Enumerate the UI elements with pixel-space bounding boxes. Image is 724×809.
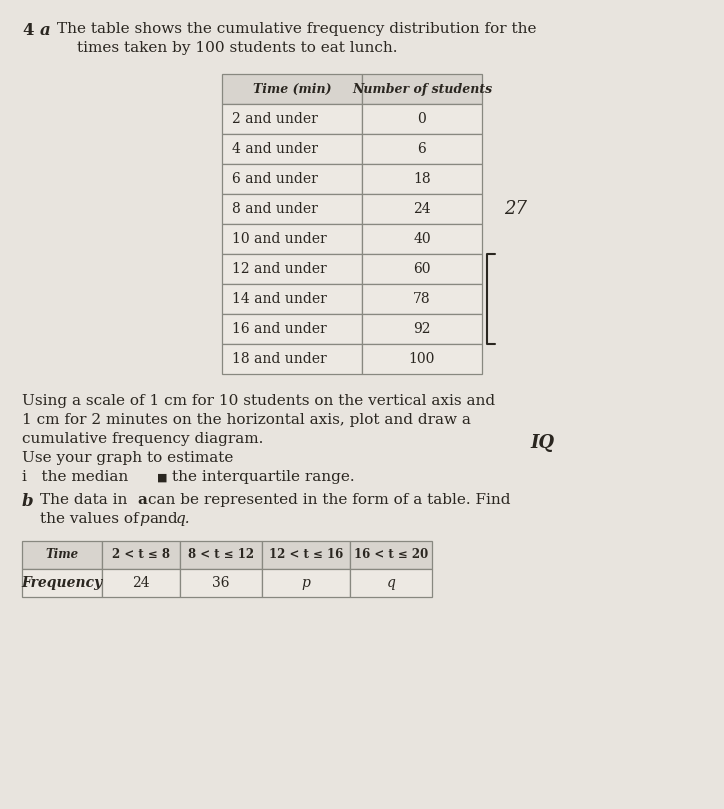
Text: 12 < t ≤ 16: 12 < t ≤ 16: [269, 549, 343, 561]
Bar: [222, 344, 362, 374]
Bar: [22, 541, 102, 569]
Bar: [222, 164, 362, 194]
Bar: [362, 194, 482, 224]
Text: 24: 24: [413, 202, 431, 216]
Bar: [222, 224, 362, 254]
Text: q: q: [387, 576, 395, 590]
Text: a: a: [40, 22, 51, 39]
Text: 36: 36: [212, 576, 230, 590]
Text: 14 and under: 14 and under: [232, 292, 327, 306]
Text: 0: 0: [418, 112, 426, 126]
Bar: [362, 134, 482, 164]
Bar: [350, 541, 432, 569]
Bar: [362, 344, 482, 374]
Text: the interquartile range.: the interquartile range.: [172, 470, 355, 484]
Text: times taken by 100 students to eat lunch.: times taken by 100 students to eat lunch…: [77, 41, 397, 55]
Bar: [362, 224, 482, 254]
Text: IQ: IQ: [530, 434, 554, 452]
Bar: [222, 194, 362, 224]
Text: 27: 27: [504, 200, 527, 218]
Text: a: a: [137, 493, 147, 507]
Text: i   the median: i the median: [22, 470, 128, 484]
Text: 4: 4: [22, 22, 33, 39]
Text: 12 and under: 12 and under: [232, 262, 327, 276]
Text: 6: 6: [418, 142, 426, 156]
Text: p: p: [139, 512, 148, 526]
Text: Time (min): Time (min): [253, 83, 332, 95]
Text: 78: 78: [413, 292, 431, 306]
Text: q.: q.: [176, 512, 190, 526]
Text: 2 < t ≤ 8: 2 < t ≤ 8: [112, 549, 170, 561]
Bar: [222, 104, 362, 134]
Bar: [222, 254, 362, 284]
Text: 2 and under: 2 and under: [232, 112, 318, 126]
Bar: [362, 164, 482, 194]
Bar: [222, 314, 362, 344]
Bar: [222, 284, 362, 314]
Text: Using a scale of 1 cm for 10 students on the vertical axis and: Using a scale of 1 cm for 10 students on…: [22, 394, 495, 408]
Bar: [180, 541, 262, 569]
Bar: [362, 284, 482, 314]
Text: ■: ■: [157, 473, 167, 483]
Bar: [362, 74, 482, 104]
Text: b: b: [22, 493, 33, 510]
Bar: [362, 104, 482, 134]
Text: 92: 92: [413, 322, 431, 336]
Bar: [222, 134, 362, 164]
Bar: [262, 541, 350, 569]
Text: 18 and under: 18 and under: [232, 352, 327, 366]
Text: 18: 18: [413, 172, 431, 186]
Text: 16 and under: 16 and under: [232, 322, 327, 336]
Text: 6 and under: 6 and under: [232, 172, 318, 186]
Text: 10 and under: 10 and under: [232, 232, 327, 246]
Bar: [180, 569, 262, 597]
Text: and: and: [149, 512, 177, 526]
Text: Time: Time: [46, 549, 79, 561]
Bar: [362, 314, 482, 344]
Text: Number of students: Number of students: [352, 83, 492, 95]
Bar: [102, 541, 180, 569]
Text: 60: 60: [413, 262, 431, 276]
Text: Use your graph to estimate: Use your graph to estimate: [22, 451, 233, 465]
Text: 100: 100: [409, 352, 435, 366]
Text: 16 < t ≤ 20: 16 < t ≤ 20: [354, 549, 428, 561]
Bar: [222, 74, 362, 104]
Text: 8 < t ≤ 12: 8 < t ≤ 12: [188, 549, 254, 561]
Text: can be represented in the form of a table. Find: can be represented in the form of a tabl…: [148, 493, 510, 507]
Bar: [22, 569, 102, 597]
Text: p: p: [302, 576, 311, 590]
Text: the values of: the values of: [40, 512, 138, 526]
Text: The table shows the cumulative frequency distribution for the: The table shows the cumulative frequency…: [57, 22, 536, 36]
Text: 40: 40: [413, 232, 431, 246]
Text: 8 and under: 8 and under: [232, 202, 318, 216]
Bar: [262, 569, 350, 597]
Text: 24: 24: [132, 576, 150, 590]
Text: The data in: The data in: [40, 493, 127, 507]
Text: 1 cm for 2 minutes on the horizontal axis, plot and draw a: 1 cm for 2 minutes on the horizontal axi…: [22, 413, 471, 427]
Text: cumulative frequency diagram.: cumulative frequency diagram.: [22, 432, 264, 446]
Text: Frequency: Frequency: [22, 576, 103, 590]
Bar: [102, 569, 180, 597]
Text: 4 and under: 4 and under: [232, 142, 318, 156]
Bar: [362, 254, 482, 284]
Bar: [350, 569, 432, 597]
